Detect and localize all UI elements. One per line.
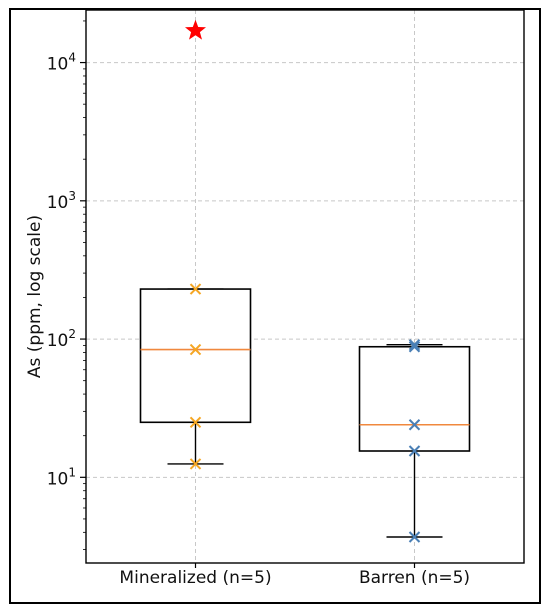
data-point-marker [189,458,202,470]
figure-frame [9,8,541,604]
x-tick-label: Barren (n=5) [359,568,470,588]
data-point-marker [408,531,421,543]
interquartile-box [139,288,252,424]
data-point-marker [189,283,202,295]
box-group [139,19,252,470]
y-axis-ticks: 101 102 103 104 [47,20,86,551]
data-point-marker [189,416,202,429]
box-series [139,19,471,543]
y-tick-label: 104 [47,51,76,75]
outlier-star-marker [185,19,206,40]
x-axis-tick-labels: Mineralized (n=5) Barren (n=5) [119,563,470,588]
data-point-marker [189,343,202,356]
data-point-marker [408,341,421,353]
y-tick-label: 102 [47,327,76,351]
grid-lines [86,10,524,563]
data-point-marker [408,419,421,431]
box-group [358,339,471,543]
interquartile-box [358,345,471,452]
plot-area-border [85,9,525,564]
data-point-marker [408,445,421,457]
x-tick-label: Mineralized (n=5) [119,568,271,588]
y-tick-label: 103 [47,189,76,213]
data-point-marker [408,339,421,351]
y-tick-label: 101 [47,465,76,489]
y-axis-label: As (ppm, log scale) [25,215,45,378]
